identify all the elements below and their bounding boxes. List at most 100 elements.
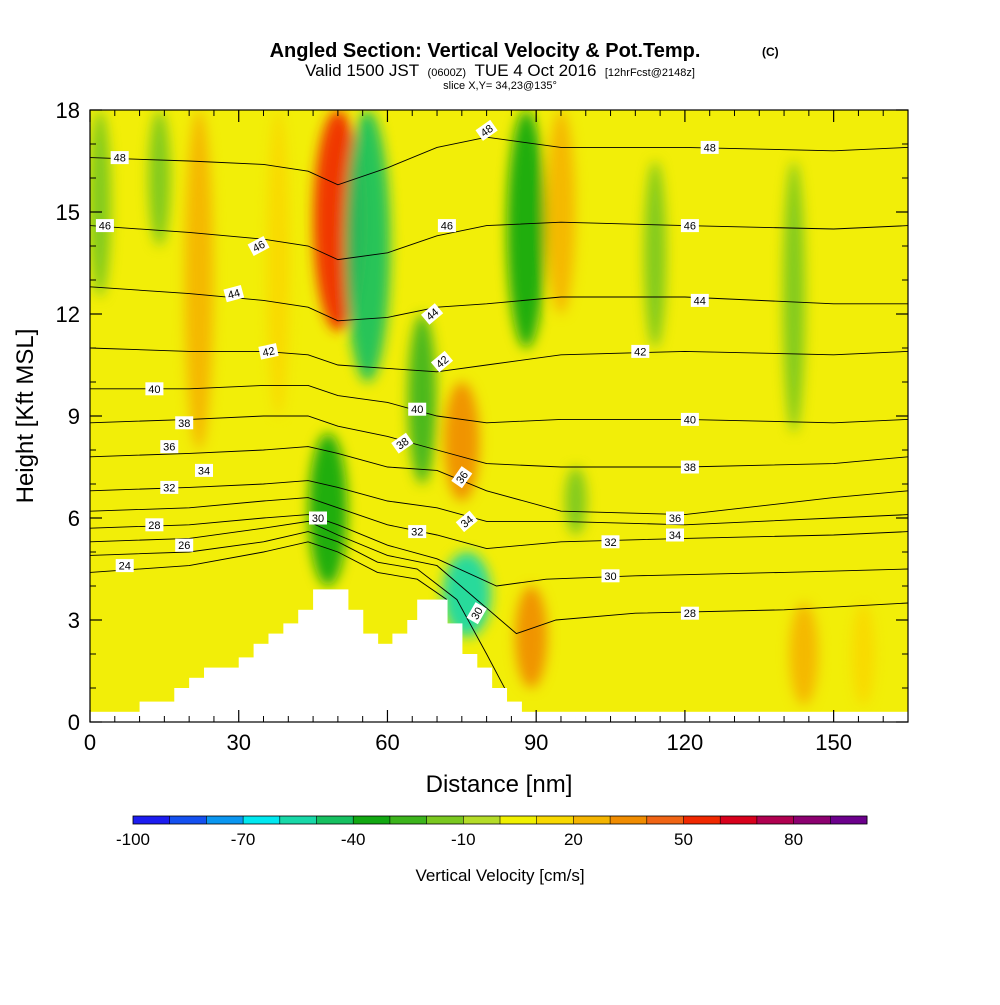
colorbar-swatch-4 [279, 816, 317, 824]
colorbar-swatch-1 [169, 816, 207, 824]
contour-label-text: 36 [454, 469, 471, 486]
colorbar-swatch-13 [610, 816, 648, 824]
contour-label-bg [95, 219, 114, 233]
contour-label-9: 32 [160, 480, 179, 494]
contour-label-text: 30 [604, 571, 616, 583]
contour-label-text: 28 [684, 608, 696, 620]
contour-label-text: 36 [669, 513, 681, 525]
y-tick-label-9: 9 [68, 404, 80, 429]
theta-contour-46 [90, 221, 908, 261]
contour-label-bg [110, 151, 129, 165]
terrain-step-18 [461, 654, 478, 722]
contour-label-4: 42 [258, 343, 279, 360]
contour-label-31: 34 [666, 528, 684, 542]
contour-label-20: 36 [451, 466, 473, 489]
terrain-step-4 [204, 667, 240, 722]
contour-label-text: 40 [411, 404, 423, 416]
contour-label-0: 48 [110, 151, 129, 165]
contour-label-text: 44 [227, 287, 242, 302]
colorbar-swatch-15 [683, 816, 721, 824]
contour-label-text: 30 [469, 605, 486, 622]
contour-label-bg [666, 511, 684, 525]
contour-label-text: 40 [684, 414, 696, 426]
velocity-feature-11 [546, 110, 576, 314]
colorbar-swatch-10 [500, 816, 538, 824]
colorbar-swatch-8 [426, 816, 464, 824]
contour-label-bg [700, 140, 719, 154]
terrain-step-14 [392, 633, 408, 722]
contour-label-1: 46 [95, 219, 114, 233]
contour-label-10: 30 [309, 511, 327, 525]
colorbar-tick-20: 20 [564, 830, 583, 849]
x-tick-label-60: 60 [375, 730, 399, 755]
terrain [90, 589, 908, 722]
contour-label-bg [195, 463, 213, 477]
contour-label-bg [680, 412, 699, 426]
contour-label-bg [475, 119, 498, 141]
contour-label-bg [455, 510, 478, 533]
velocity-feature-1 [148, 110, 171, 246]
terrain-step-21 [506, 701, 522, 722]
contour-label-bg [309, 511, 327, 525]
subtitle-forecast: [12hrFcst@2148z] [605, 67, 695, 79]
y-tick-label-18: 18 [56, 98, 80, 123]
contour-label-30: 36 [666, 511, 684, 525]
colorbar-swatch-16 [720, 816, 758, 824]
x-tick-label-0: 0 [84, 730, 96, 755]
colorbar-swatch-7 [389, 816, 428, 824]
terrain-step-9 [298, 609, 314, 722]
contour-label-26: 44 [690, 293, 709, 307]
colorbar-swatch-17 [756, 816, 795, 824]
terrain-step-19 [476, 667, 493, 722]
contour-label-bg [421, 303, 444, 325]
contour-label-text: 46 [684, 221, 696, 233]
y-tick-label-3: 3 [68, 608, 80, 633]
contour-label-text: 44 [694, 295, 706, 307]
velocity-feature-8 [444, 382, 480, 501]
colorbar-swatch-11 [536, 816, 574, 824]
colorbar-tick--100: -100 [116, 830, 150, 849]
plot-background [90, 110, 908, 722]
contour-label-bg [601, 569, 620, 583]
contour-label-text: 30 [312, 513, 324, 525]
contour-label-bg [680, 460, 699, 474]
contour-label-5: 40 [145, 382, 164, 396]
colorbar-tick--70: -70 [231, 830, 256, 849]
terrain-step-12 [362, 633, 379, 722]
colorbar-label: Vertical Velocity [cm/s] [415, 866, 584, 885]
contour-label-14: 48 [475, 119, 498, 141]
terrain-step-13 [377, 643, 394, 722]
colorbar-swatch-18 [793, 816, 831, 824]
contour-label-bg [258, 343, 279, 360]
contour-label-text: 48 [479, 123, 496, 140]
contour-label-25: 46 [680, 219, 699, 233]
terrain-step-20 [491, 688, 508, 722]
contour-label-28: 40 [680, 412, 699, 426]
x-tick-label-30: 30 [226, 730, 250, 755]
contour-label-3: 44 [223, 284, 245, 303]
velocity-feature-3 [267, 110, 290, 416]
colorbar-tick--10: -10 [451, 830, 476, 849]
contour-label-2: 46 [247, 236, 270, 256]
theta-contour-42 [90, 347, 908, 373]
contour-label-text: 32 [163, 482, 175, 494]
contour-label-bg [175, 538, 194, 552]
contour-label-23: 30 [466, 602, 487, 625]
contour-label-bg [145, 518, 164, 532]
contour-label-33: 30 [601, 569, 620, 583]
contour-label-bg [160, 480, 179, 494]
contour-label-24: 48 [700, 140, 719, 154]
terrain-step-6 [253, 643, 270, 722]
contour-label-bg [223, 284, 245, 303]
contour-label-text: 34 [669, 530, 681, 542]
velocity-feature-14 [644, 161, 667, 348]
contour-label-text: 46 [251, 239, 267, 255]
contour-label-text: 46 [99, 221, 111, 233]
contour-label-12: 26 [175, 538, 194, 552]
y-axis-label: Height [Kft MSL] [12, 329, 39, 504]
contour-label-text: 32 [411, 527, 423, 539]
contour-label-bg [631, 344, 650, 358]
